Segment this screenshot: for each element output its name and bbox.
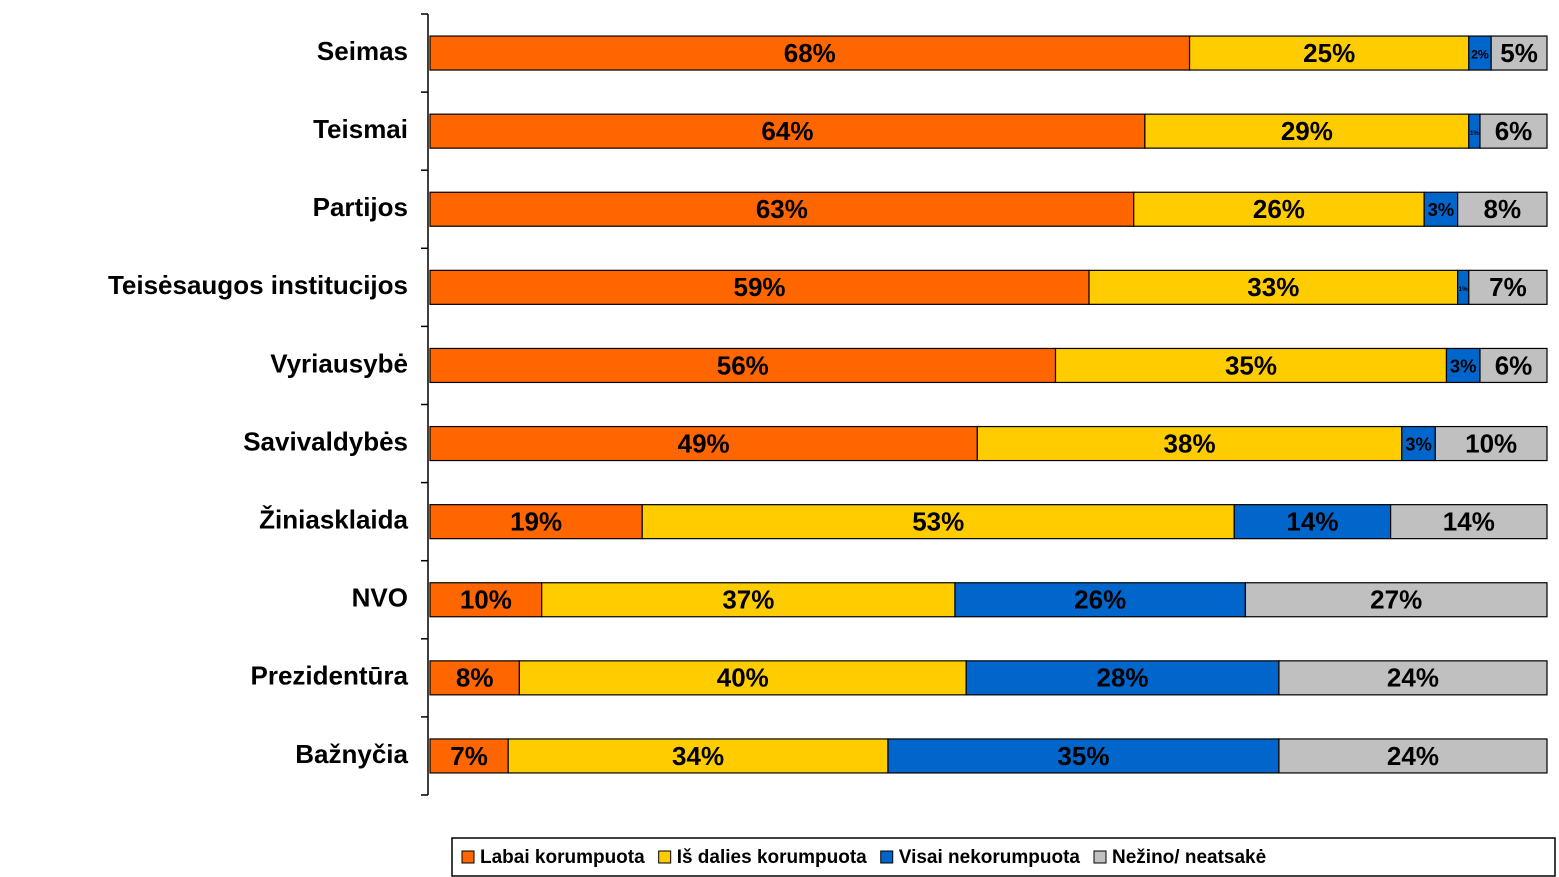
data-label: 3%	[1405, 433, 1432, 454]
bar-segment	[954, 582, 1247, 618]
legend-label: Iš dalies korumpuota	[677, 847, 867, 868]
bar-segment	[541, 582, 956, 618]
bar-segment	[1434, 425, 1548, 462]
bar-segment	[429, 269, 1090, 305]
data-label: 68%	[784, 38, 836, 68]
data-label: 64%	[761, 116, 813, 146]
bar-segment	[429, 35, 1191, 71]
data-label: 24%	[1387, 741, 1439, 771]
data-label: 6%	[1495, 350, 1533, 380]
legend-label: Visai nekorumpuota	[899, 847, 1081, 868]
data-label: 24%	[1387, 663, 1439, 693]
bar-segment	[1244, 582, 1548, 618]
data-label: 2%	[1471, 47, 1489, 61]
bar-segment	[1278, 738, 1548, 774]
data-label: 26%	[1253, 194, 1305, 224]
data-label: 26%	[1074, 585, 1126, 615]
data-label: 33%	[1247, 272, 1299, 302]
bar-segment	[1445, 347, 1481, 384]
bar-segment	[1490, 35, 1548, 71]
category-label: Prezidentūra	[251, 661, 409, 691]
data-label: 10%	[1465, 428, 1517, 458]
category-label: Vyriausybė	[270, 348, 408, 378]
data-label: 7%	[1489, 272, 1527, 302]
category-label: Partijos	[313, 192, 408, 222]
data-label: 10%	[460, 585, 512, 615]
data-label: 14%	[1286, 507, 1338, 537]
data-label: 3%	[1450, 355, 1477, 376]
bar-segment	[1144, 113, 1470, 149]
category-label: Savivaldybės	[243, 426, 408, 456]
data-label: 63%	[756, 194, 808, 224]
bar-segment	[1479, 113, 1548, 149]
bar-segment	[429, 425, 978, 462]
bar-segment	[1468, 269, 1548, 305]
bar-segment	[1133, 191, 1425, 227]
bar-segment	[1088, 269, 1459, 305]
bar-segment	[429, 347, 1057, 384]
data-label: 49%	[678, 428, 730, 458]
bar-segment	[1423, 191, 1459, 227]
category-label: Bažnyčia	[295, 739, 408, 769]
bar-segment	[429, 660, 520, 696]
data-label: 1%	[1470, 130, 1479, 137]
category-label: Teismai	[313, 114, 408, 144]
data-label: 56%	[717, 350, 769, 380]
bar-segment	[1278, 660, 1548, 696]
data-label: 59%	[733, 272, 785, 302]
bar-segment	[641, 504, 1235, 540]
data-label: 25%	[1303, 38, 1355, 68]
bar-segment	[429, 113, 1146, 149]
legend-swatch	[658, 850, 672, 864]
bar-segment	[429, 582, 543, 618]
bar-segment	[429, 504, 643, 540]
legend-swatch	[880, 850, 894, 864]
bar-segment	[1390, 504, 1548, 540]
legend-box	[451, 837, 1556, 877]
category-label: Žiniasklaida	[259, 505, 408, 535]
data-label: 1%	[1459, 286, 1468, 293]
legend-swatch	[461, 850, 475, 864]
data-label: 37%	[722, 585, 774, 615]
category-label: Teisėsaugos institucijos	[108, 270, 408, 300]
bar-segment	[1233, 504, 1392, 540]
legend-swatch	[1093, 850, 1107, 864]
data-label: 8%	[1484, 194, 1522, 224]
bar-segment	[1457, 191, 1548, 227]
data-label: 35%	[1057, 741, 1109, 771]
data-label: 35%	[1225, 350, 1277, 380]
bar-segment	[507, 738, 889, 774]
data-label: 14%	[1443, 507, 1495, 537]
category-label: NVO	[352, 583, 408, 613]
bar-segment	[518, 660, 967, 696]
bar-segment	[976, 425, 1403, 462]
data-label: 38%	[1164, 428, 1216, 458]
data-label: 28%	[1097, 663, 1149, 693]
bar-segment	[1188, 35, 1470, 71]
legend-label: Labai korumpuota	[480, 847, 645, 868]
bar-segment	[965, 660, 1280, 696]
data-label: 29%	[1281, 116, 1333, 146]
data-label: 6%	[1495, 116, 1533, 146]
data-label: 40%	[717, 663, 769, 693]
data-label: 3%	[1428, 199, 1455, 220]
bar-segment	[1054, 347, 1448, 384]
data-label: 19%	[510, 507, 562, 537]
bar-segment	[1479, 347, 1548, 384]
data-label: 27%	[1370, 585, 1422, 615]
data-label: 53%	[912, 507, 964, 537]
data-label: 8%	[456, 663, 494, 693]
category-label: Seimas	[317, 36, 408, 66]
data-label: 7%	[450, 741, 488, 771]
data-label: 5%	[1500, 38, 1538, 68]
data-label: 34%	[672, 741, 724, 771]
legend-label: Nežino/ neatsakė	[1112, 847, 1266, 868]
